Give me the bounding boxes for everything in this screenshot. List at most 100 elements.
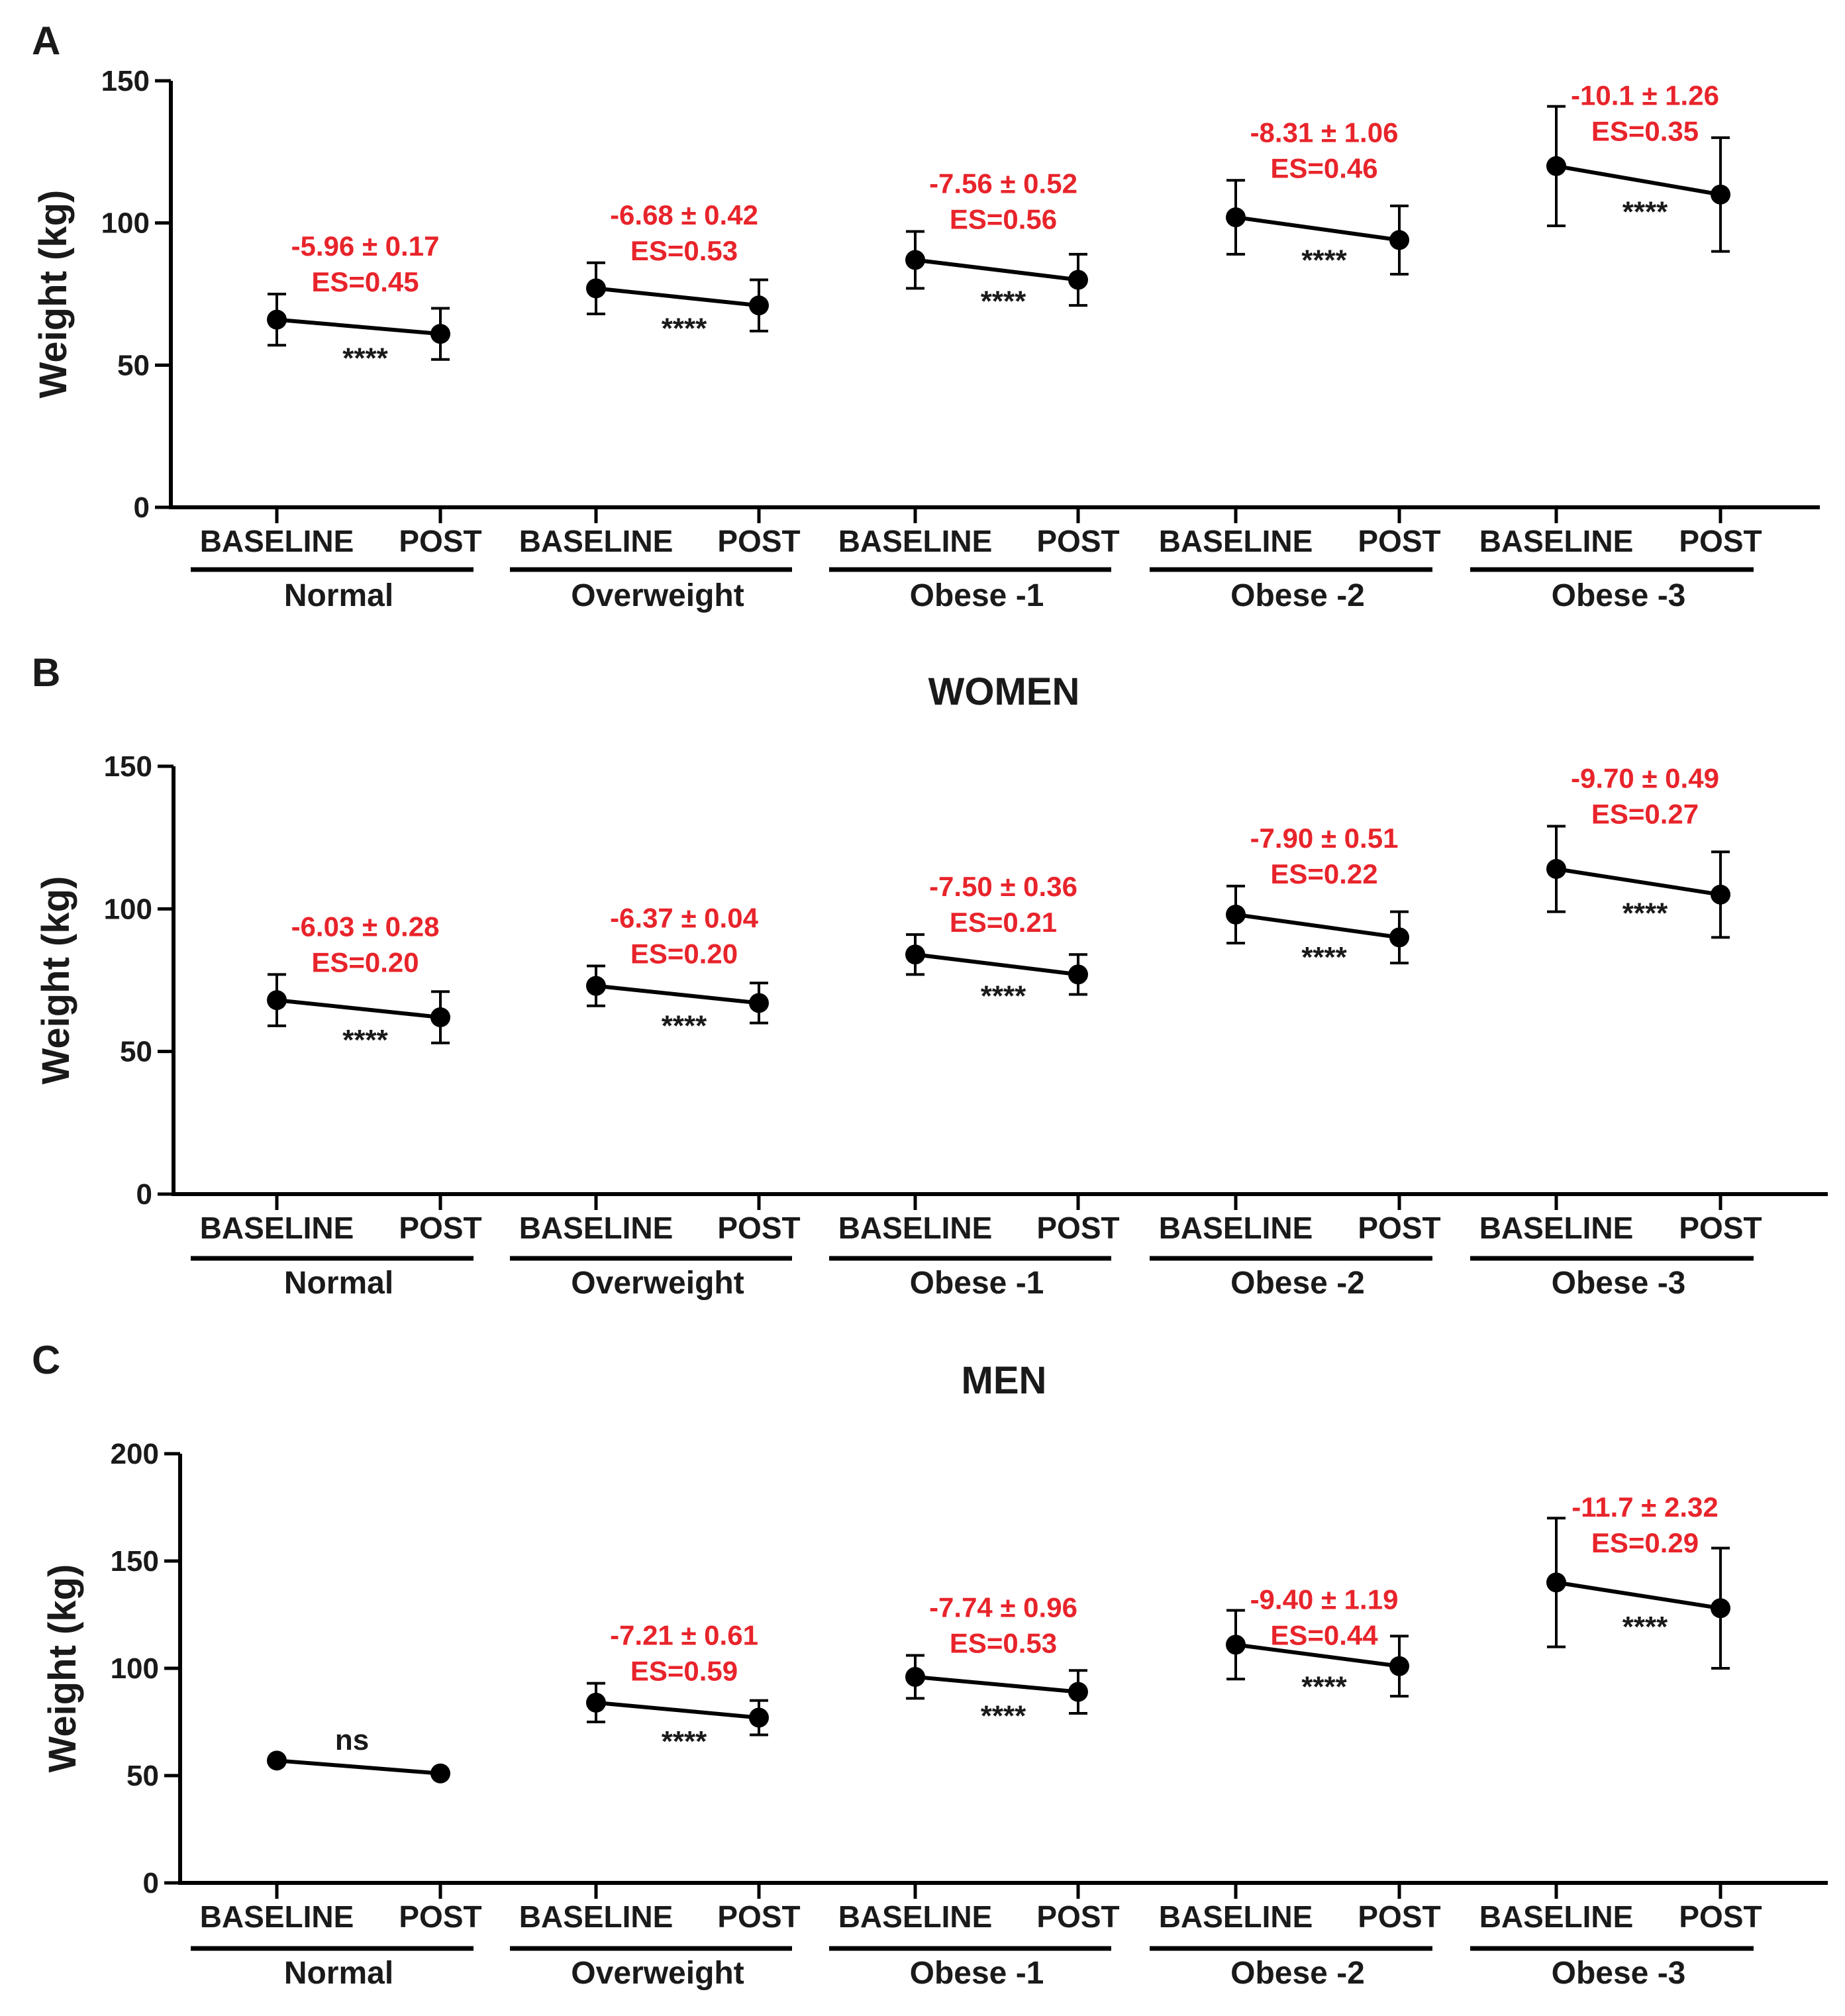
group-2: BASELINE POST Obese -1 -7.50 ± 0.36 ES=0.21 *…	[829, 871, 1120, 1301]
change-annotation: -11.7 ± 2.32	[1571, 1491, 1719, 1523]
change-annotation: -7.56 ± 0.52	[929, 168, 1077, 199]
group-label: Obese -2	[1230, 1956, 1365, 1991]
panel-c-men: C MEN 0 50 100 150 200 Weight (kg) BASELINE POS…	[32, 1338, 1828, 1991]
group-4: BASELINE POST Obese -3 -11.7 ± 2.32 ES=0.29 *…	[1470, 1491, 1762, 1991]
effect-size-annotation: ES=0.20	[630, 938, 738, 969]
change-annotation: -9.40 ± 1.19	[1250, 1584, 1399, 1615]
x-tick-label-baseline: BASELINE	[519, 1211, 673, 1245]
x-tick-label-post: POST	[1679, 1899, 1762, 1934]
x-tick-label-baseline: BASELINE	[838, 1899, 993, 1934]
x-tick-label-baseline: BASELINE	[200, 1211, 354, 1245]
point-post	[1068, 1682, 1088, 1702]
x-tick-label-post: POST	[717, 524, 800, 558]
series-line	[276, 998, 441, 1019]
series-line	[1235, 215, 1400, 242]
significance-label: ****	[662, 1725, 707, 1758]
x-tick-label-post: POST	[399, 524, 481, 558]
group-label: Obese -1	[910, 1956, 1044, 1991]
point-baseline	[1546, 859, 1566, 880]
group-3: BASELINE POST Obese -2 -8.31 ± 1.06 ES=0.46 *…	[1150, 117, 1441, 613]
effect-size-annotation: ES=0.22	[1270, 858, 1377, 889]
x-tick-label-post: POST	[399, 1211, 481, 1245]
significance-label: ****	[1301, 941, 1347, 974]
series-line	[595, 286, 760, 308]
series-line	[915, 1674, 1079, 1694]
x-tick-label-baseline: BASELINE	[1159, 1899, 1313, 1934]
effect-size-annotation: ES=0.45	[311, 266, 419, 297]
point-post	[430, 1007, 450, 1027]
group-2: BASELINE POST Obese -1 -7.56 ± 0.52 ES=0.56 *…	[829, 168, 1120, 613]
significance-label: ****	[981, 1699, 1026, 1732]
y-tick-label: 0	[143, 1867, 159, 1899]
series-line	[1556, 1580, 1721, 1611]
point-baseline	[905, 1666, 925, 1687]
x-tick-label-baseline: BASELINE	[1159, 524, 1313, 558]
x-tick-label-baseline: BASELINE	[838, 524, 993, 558]
point-post	[1389, 927, 1409, 948]
significance-label: ****	[1622, 897, 1668, 929]
group-2: BASELINE POST Obese -1 -7.74 ± 0.96 ES=0.53 *…	[829, 1592, 1120, 1991]
y-tick-label: 0	[134, 491, 150, 524]
series-line	[1235, 912, 1400, 940]
effect-size-annotation: ES=0.44	[1270, 1620, 1378, 1651]
x-tick-label-post: POST	[1358, 524, 1440, 558]
group-4: BASELINE POST Obese -3 -10.1 ± 1.26 ES=0.35 *…	[1470, 80, 1762, 613]
group-1: BASELINE POST Overweight -7.21 ± 0.61 ES=0.5…	[510, 1620, 801, 1991]
effect-size-annotation: ES=0.29	[1591, 1527, 1699, 1558]
group-label: Obese -3	[1552, 578, 1686, 613]
y-tick-label: 100	[104, 893, 152, 925]
point-baseline	[586, 278, 606, 299]
y-axis-label: Weight (kg)	[32, 190, 75, 399]
x-tick-label-baseline: BASELINE	[519, 524, 673, 558]
y-tick-label: 150	[101, 65, 150, 97]
point-baseline	[1226, 1635, 1246, 1655]
change-annotation: -6.37 ± 0.04	[610, 902, 759, 933]
change-annotation: -5.96 ± 0.17	[291, 230, 440, 262]
point-post	[1389, 1656, 1409, 1676]
point-baseline	[905, 944, 925, 965]
significance-label: ****	[662, 312, 707, 344]
change-annotation: -8.31 ± 1.06	[1250, 117, 1399, 148]
significance-label: ns	[335, 1724, 369, 1756]
x-tick-label-baseline: BASELINE	[200, 524, 354, 558]
panel-letter: A	[32, 19, 60, 63]
significance-label: ****	[662, 1010, 707, 1042]
series-line	[276, 317, 441, 336]
point-post	[749, 993, 769, 1013]
y-tick-label: 150	[111, 1545, 159, 1578]
effect-size-annotation: ES=0.35	[1591, 116, 1699, 147]
x-tick-label-baseline: BASELINE	[1479, 1211, 1634, 1245]
group-label: Normal	[284, 1266, 393, 1301]
y-tick-label: 200	[111, 1438, 159, 1470]
group-3: BASELINE POST Obese -2 -7.90 ± 0.51 ES=0.22 *…	[1150, 823, 1441, 1301]
x-tick-label-post: POST	[1358, 1899, 1440, 1934]
series-line	[915, 952, 1079, 977]
series-line	[276, 1758, 441, 1776]
x-tick-label-baseline: BASELINE	[838, 1211, 993, 1245]
point-post	[1711, 184, 1730, 205]
group-label: Overweight	[571, 1266, 744, 1301]
y-tick-label: 100	[111, 1652, 159, 1685]
group-label: Obese -2	[1230, 578, 1365, 613]
point-baseline	[267, 309, 287, 330]
effect-size-annotation: ES=0.53	[630, 235, 738, 266]
y-tick-label: 0	[136, 1178, 152, 1211]
significance-label: ****	[1622, 1611, 1668, 1643]
point-post	[1711, 1598, 1730, 1619]
point-baseline	[1546, 156, 1566, 176]
y-tick-label: 50	[120, 1036, 152, 1068]
x-tick-label-baseline: BASELINE	[1479, 524, 1634, 558]
point-baseline	[267, 1750, 287, 1771]
point-baseline	[1226, 904, 1246, 925]
y-tick-label: 100	[101, 207, 150, 240]
point-post	[430, 1763, 450, 1784]
group-label: Overweight	[571, 578, 744, 613]
effect-size-annotation: ES=0.27	[1591, 798, 1699, 829]
y-tick-label: 50	[126, 1760, 159, 1792]
point-baseline	[586, 976, 606, 996]
group-label: Obese -2	[1230, 1266, 1365, 1301]
point-baseline	[586, 1692, 606, 1713]
significance-label: ****	[1301, 244, 1347, 276]
x-tick-label-post: POST	[1036, 1899, 1119, 1934]
